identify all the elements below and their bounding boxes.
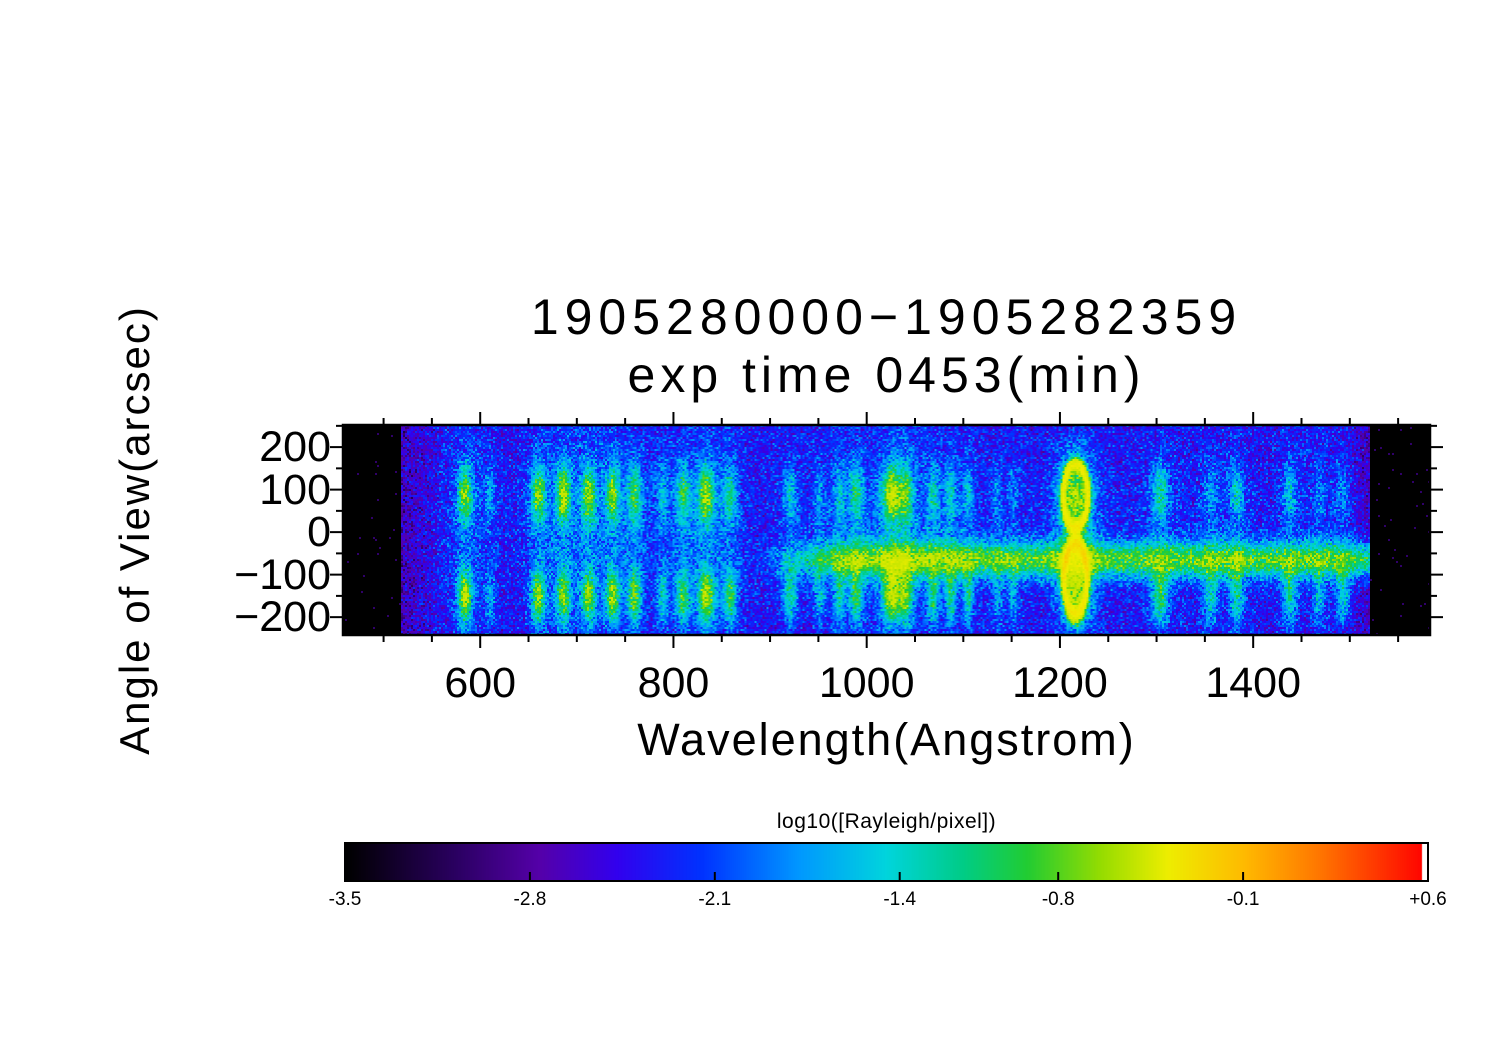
- x-tick-label: 1400: [1205, 659, 1302, 707]
- x-tick-label: 1000: [818, 659, 915, 707]
- colorbar-tick-label: -0.1: [1226, 889, 1260, 910]
- colorbar-canvas: [345, 843, 1428, 881]
- colorbar-tick-label: -0.8: [1041, 889, 1075, 910]
- x-tick-label: 800: [637, 659, 710, 707]
- x-axis-label: Wavelength(Angstrom): [637, 714, 1136, 765]
- plot-title-line-2: exp time 0453(min): [627, 347, 1146, 403]
- colorbar-tick-label: +0.6: [1409, 889, 1447, 910]
- colorbar-tick-label: -2.1: [698, 889, 732, 910]
- y-tick-label: −100: [234, 550, 331, 599]
- x-tick-label: 600: [444, 659, 517, 707]
- heatmap-canvas: [343, 425, 1430, 635]
- y-tick-label: 100: [259, 465, 331, 514]
- y-tick-label: 200: [259, 423, 331, 472]
- colorbar-label: log10([Rayleigh/pixel]): [776, 810, 997, 833]
- plot-title-line-1: 1905280000−1905282359: [530, 289, 1243, 345]
- y-axis-label: Angle of View(arcsec): [111, 305, 158, 755]
- colorbar-tick-label: -3.5: [328, 889, 362, 910]
- y-tick-label: 0: [307, 508, 331, 557]
- y-tick-label: −200: [234, 593, 331, 642]
- colorbar-tick-label: -1.4: [883, 889, 917, 910]
- colorbar-tick-label: -2.8: [513, 889, 547, 910]
- x-tick-label: 1200: [1012, 659, 1108, 707]
